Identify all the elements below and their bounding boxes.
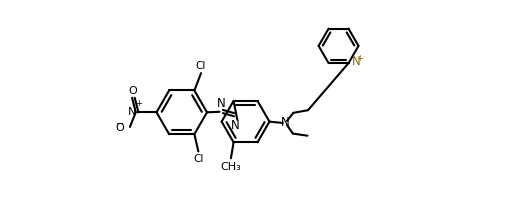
Text: O: O [128, 86, 137, 96]
Text: CH₃: CH₃ [220, 162, 241, 172]
Text: +: + [356, 54, 363, 63]
Text: N: N [216, 97, 225, 110]
Text: N: N [352, 55, 360, 68]
Text: N: N [231, 119, 240, 132]
Text: N: N [127, 107, 136, 117]
Text: +: + [135, 99, 142, 108]
Text: O: O [115, 123, 124, 133]
Text: −: − [116, 119, 124, 129]
Text: Cl: Cl [193, 154, 203, 163]
Text: Cl: Cl [196, 61, 206, 71]
Text: N: N [281, 116, 290, 129]
